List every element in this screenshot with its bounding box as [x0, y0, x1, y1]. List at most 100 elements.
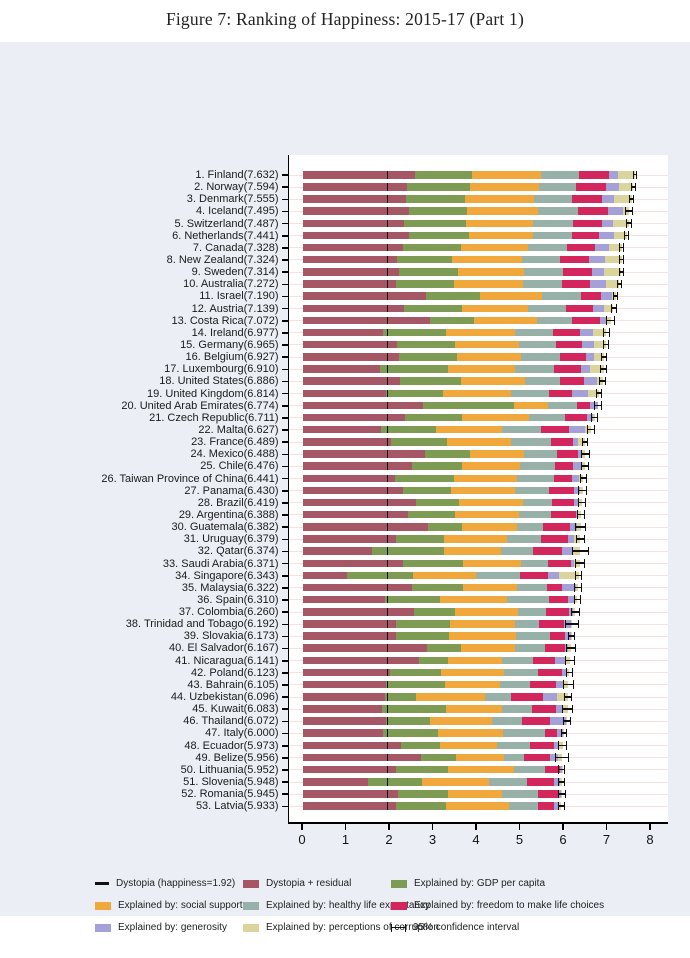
segment-gdp: [403, 487, 451, 495]
segment-gdp: [397, 256, 452, 264]
segment-health: [528, 244, 567, 252]
confidence-interval-bar: [564, 693, 572, 702]
country-row: [289, 497, 668, 509]
segment-dystopia_residual: [303, 450, 425, 458]
segment-dystopia_residual: [303, 244, 403, 252]
segment-social: [443, 390, 511, 398]
dystopia-line-mark: [387, 511, 389, 519]
country-row: [289, 205, 668, 217]
country-label-text: 32. Qatar(6.374): [198, 545, 279, 557]
country-label-text: 9. Sweden(7.314): [192, 266, 279, 278]
legend-item: 95% confidence interval: [391, 922, 519, 933]
happiness-stacked-bar: [303, 644, 571, 652]
segment-dystopia_residual: [303, 305, 404, 313]
legend-label: Dystopia (happiness=1.92): [116, 878, 235, 889]
country-row: [289, 412, 668, 424]
confidence-interval-line: [559, 769, 564, 771]
country-row: [289, 752, 668, 764]
confidence-interval-line: [588, 429, 594, 431]
segment-health: [537, 317, 573, 325]
segment-health: [502, 790, 538, 798]
country-label: 31. Uruguay(6.379): [0, 533, 288, 545]
dystopia-line-mark: [387, 414, 389, 422]
dystopia-line-mark: [387, 669, 389, 677]
segment-health: [521, 560, 549, 568]
segment-dystopia_residual: [303, 657, 419, 665]
country-label-text: 6. Netherlands(7.441): [172, 230, 278, 242]
happiness-stacked-bar: [303, 377, 603, 385]
confidence-interval-bar: [574, 583, 583, 592]
country-row: [289, 800, 668, 812]
confidence-interval-line: [559, 745, 566, 747]
segment-dystopia_residual: [303, 608, 414, 616]
country-label-text: 35. Malaysia(6.322): [182, 582, 279, 594]
segment-health: [533, 220, 573, 228]
segment-gdp: [386, 717, 430, 725]
happiness-stacked-bar: [303, 365, 604, 373]
segment-dystopia_residual: [303, 475, 395, 483]
x-axis-tick: [432, 824, 434, 830]
segment-freedom: [538, 669, 562, 677]
segment-freedom: [572, 232, 600, 240]
confidence-interval-line: [569, 635, 574, 637]
country-row: [289, 351, 668, 363]
happiness-stacked-bar: [303, 426, 591, 434]
confidence-interval-bar: [558, 741, 567, 750]
country-row: [289, 630, 668, 642]
segment-gdp: [412, 462, 461, 470]
happiness-stacked-bar: [303, 450, 585, 458]
segment-health: [534, 195, 572, 203]
country-label: 26. Taiwan Province of China(6.441): [0, 473, 288, 485]
happiness-stacked-bar: [303, 414, 595, 422]
confidence-interval-bar: [575, 523, 585, 532]
confidence-interval-bar: [580, 474, 587, 483]
segment-health: [503, 729, 544, 737]
segment-freedom: [579, 171, 609, 179]
country-label-text: 23. France(6.489): [191, 436, 278, 448]
dystopia-line-mark: [387, 377, 389, 385]
segment-gdp: [406, 195, 465, 203]
confidence-interval-line: [632, 186, 635, 188]
country-label-text: 40. El Salvador(6.167): [169, 642, 278, 654]
legend-swatch-dystopia_residual: [243, 880, 259, 888]
country-label: 43. Bahrain(6.105): [0, 679, 288, 691]
dystopia-line-mark: [387, 475, 389, 483]
country-label-text: 51. Slovenia(5.948): [183, 776, 278, 788]
country-label-text: 24. Mexico(6.488): [190, 448, 278, 460]
dystopia-line-mark: [387, 426, 389, 434]
happiness-stacked-bar: [303, 207, 629, 215]
happiness-stacked-bar: [303, 572, 579, 580]
segment-social: [466, 220, 533, 228]
confidence-interval-bar: [574, 595, 580, 604]
country-label: 48. Ecuador(5.973): [0, 740, 288, 752]
segment-health: [507, 596, 549, 604]
segment-freedom: [551, 438, 574, 446]
country-label-text: 48. Ecuador(5.973): [184, 740, 278, 752]
segment-health: [492, 717, 523, 725]
segment-gdp: [390, 669, 441, 677]
x-axis-tick-label: 2: [377, 832, 401, 847]
confidence-interval-bar: [631, 183, 636, 192]
segment-dystopia_residual: [303, 232, 409, 240]
segment-gdp: [427, 644, 462, 652]
segment-dystopia_residual: [303, 729, 383, 737]
segment-gdp: [421, 754, 456, 762]
segment-dystopia_residual: [303, 596, 385, 604]
segment-social: [474, 317, 537, 325]
country-label: 6. Netherlands(7.441): [0, 230, 288, 242]
happiness-stacked-bar: [303, 232, 627, 240]
confidence-interval-bar: [563, 717, 571, 726]
legend-label: Explained by: social support: [118, 900, 243, 911]
segment-generosity: [602, 195, 614, 203]
happiness-stacked-bar: [303, 632, 571, 640]
segment-health: [521, 353, 560, 361]
happiness-stacked-bar: [303, 353, 604, 361]
confidence-interval-line: [559, 805, 564, 807]
legend-item: Dystopia (happiness=1.92): [95, 878, 235, 889]
segment-generosity: [569, 426, 585, 434]
segment-dystopia_residual: [303, 341, 397, 349]
dystopia-line-mark: [387, 487, 389, 495]
segment-generosity: [602, 220, 613, 228]
segment-freedom: [533, 657, 556, 665]
segment-health: [511, 438, 550, 446]
